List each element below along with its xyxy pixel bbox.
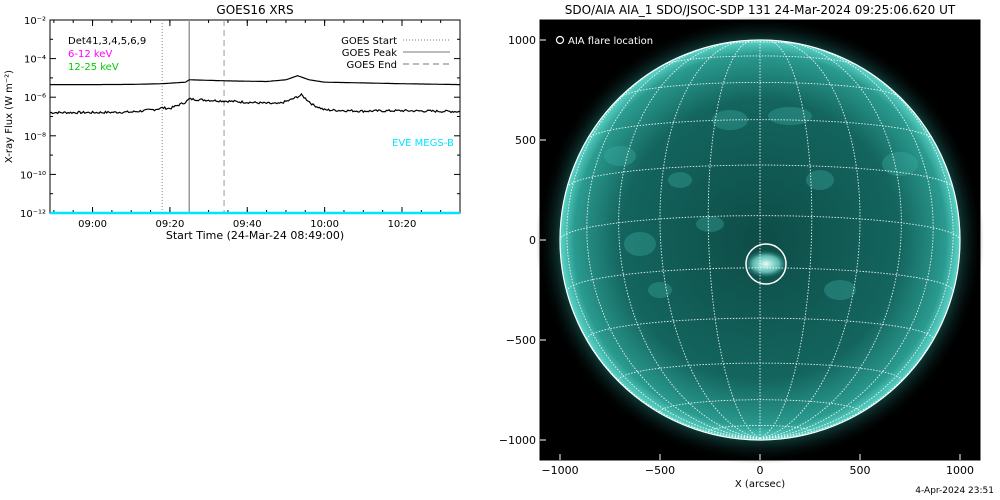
x-tick-label: 09:40 (233, 219, 262, 230)
goes-title: GOES16 XRS (216, 3, 293, 17)
goes-xrs-plot: GOES16 XRS 10⁻¹² 10⁻¹⁰ 10⁻⁸ 10⁻⁶ 10⁻⁴ 10⁻² 09:0… (4, 3, 461, 242)
y-tick-label: 10⁻⁸ (24, 132, 46, 143)
series-line-1 (50, 75, 460, 86)
goes-ylabel: X-ray Flux (W m⁻²) (4, 70, 15, 163)
x-tick-label: 500 (850, 464, 871, 477)
active-region (624, 232, 656, 256)
x-tick-label: −500 (645, 464, 675, 477)
x-tick-label: 09:20 (155, 219, 184, 230)
y-tick-label: 10⁻¹⁰ (20, 170, 46, 181)
longitude-line (759, 40, 861, 439)
legend-right-entry: GOES End (347, 60, 397, 71)
active-region (824, 280, 856, 300)
active-region (806, 170, 834, 190)
x-tick-label: −1000 (541, 464, 578, 477)
latitude-line (663, 55, 857, 66)
y-tick-label: −500 (506, 334, 536, 347)
longitude-line (566, 59, 761, 439)
active-region (648, 282, 672, 298)
y-tick-label: 10⁻¹² (20, 209, 46, 220)
active-region (696, 216, 724, 232)
legend-marker (555, 35, 565, 45)
sun-limb (559, 39, 961, 441)
active-region (604, 146, 636, 166)
x-tick-label: 0 (757, 464, 764, 477)
x-tick-label: 09:00 (78, 219, 107, 230)
legend-left-entry: 12-25 keV (68, 62, 119, 73)
aia-title: SDO/AIA AIA_1 SDO/JSOC-SDP 131 24-Mar-20… (565, 3, 956, 17)
longitude-line (618, 41, 761, 439)
x-tick-label: 10:00 (310, 219, 339, 230)
latitude-line (620, 81, 900, 98)
longitude-line (759, 41, 902, 439)
goes-xlabel: Start Time (24-Mar-24 08:49:00) (166, 229, 344, 242)
active-region (882, 152, 918, 176)
y-tick-label: 1000 (508, 34, 536, 47)
longitude-line (759, 59, 954, 439)
y-tick-label: 10⁻² (24, 16, 46, 27)
active-region (668, 172, 692, 188)
aia-xlabel: X (arcsec) (735, 479, 785, 490)
x-tick-label: 10:20 (388, 219, 417, 230)
longitude-line (586, 44, 761, 439)
longitude-line (759, 44, 934, 439)
legend-left-entry: Det41,3,4,5,6,9 (68, 36, 146, 47)
y-tick-label: 500 (515, 134, 536, 147)
eve-label: EVE MEGS-B (392, 138, 454, 149)
x-tick-label: 1000 (946, 464, 974, 477)
legend-left-entry: 6-12 keV (68, 49, 112, 60)
sun-grid (559, 39, 961, 439)
longitude-line (759, 239, 961, 439)
flare-location-marker (745, 243, 787, 285)
series-line-2 (49, 92, 461, 115)
active-region (768, 107, 812, 125)
aia-sun-image: SDO/AIA AIA_1 SDO/JSOC-SDP 131 24-Mar-20… (500, 3, 984, 490)
y-tick-label: 10⁻⁴ (24, 55, 46, 66)
timestamp: 4-Apr-2024 23:51 (915, 486, 994, 496)
y-tick-label: 10⁻⁶ (24, 93, 46, 104)
legend-right-entry: GOES Start (341, 36, 397, 47)
y-tick-label: 0 (529, 234, 536, 247)
longitude-line (559, 239, 761, 439)
y-tick-label: −1000 (500, 434, 536, 447)
legend-label: AIA flare location (568, 36, 653, 47)
sun-features (604, 107, 918, 300)
longitude-line (659, 40, 761, 439)
flare-bright-region (744, 250, 788, 278)
legend-right-entry: GOES Peak (342, 48, 397, 59)
